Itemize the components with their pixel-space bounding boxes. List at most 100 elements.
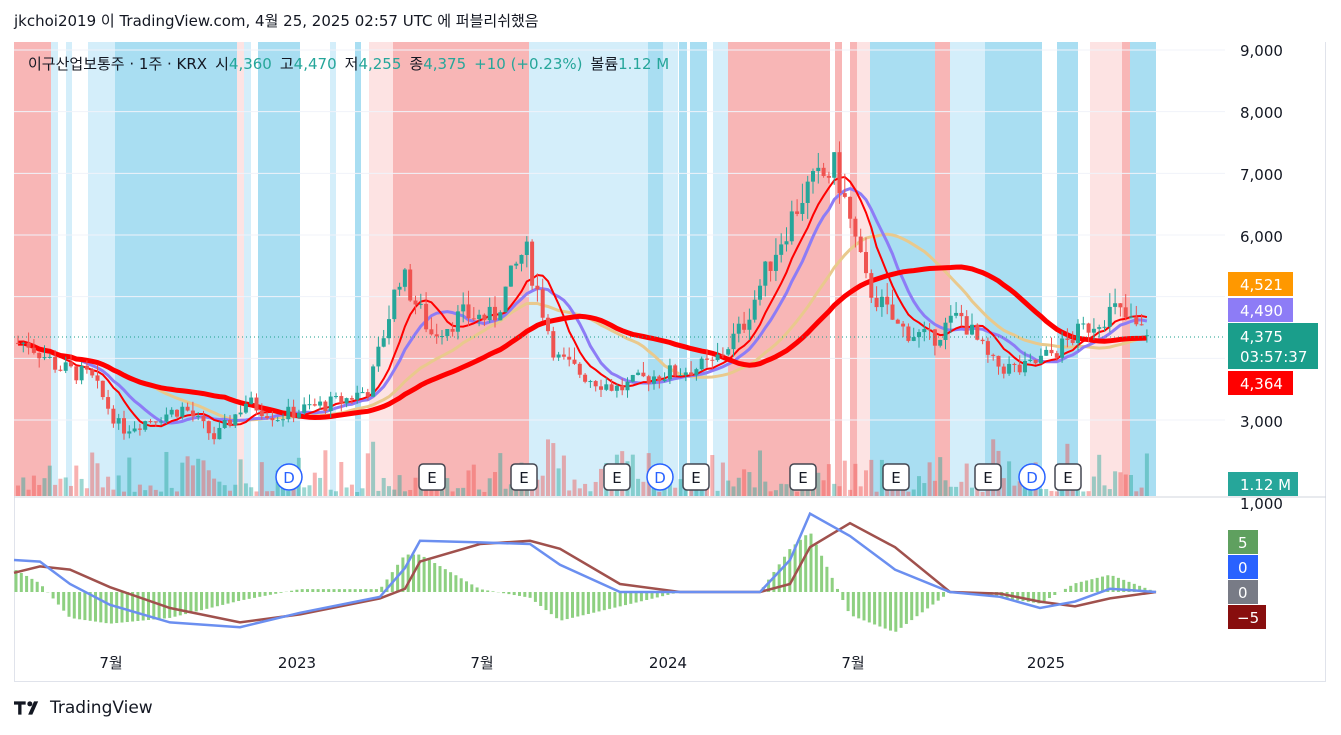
candle-body [84,365,89,370]
volume-bar [784,484,789,496]
candle-body [879,296,884,308]
osc-histogram-bar [904,592,908,624]
event-marker-label: E [612,469,621,487]
dividend-marker-circle [275,463,303,491]
oscillator-pane [13,511,1157,632]
osc-histogram-bar [1116,577,1120,592]
osc-histogram-bar [772,571,776,592]
osc-histogram-bar [1079,581,1083,592]
volume-bar [63,477,68,496]
osc-histogram-bar [194,592,198,612]
candle-body [175,409,179,417]
earnings-marker[interactable]: E [1054,463,1082,491]
candle-body [328,396,333,412]
osc-histogram-bar [316,589,320,592]
candle-body [95,375,100,381]
volume-badge [1228,472,1298,496]
volume-bar [1097,454,1102,496]
volume-bar [1086,491,1091,496]
volume-bar [127,457,132,496]
candle-body [577,363,582,375]
osc-histogram-bar [253,592,256,598]
volume-bar [376,490,381,496]
candle-body [291,406,296,418]
osc-histogram-bar [369,589,373,592]
osc-histogram-bar [178,592,182,616]
earnings-marker[interactable]: E [974,463,1002,491]
osc-histogram-bar [14,570,18,592]
candle-body [471,318,476,320]
osc-badges: 5 0 0 −5 [1228,530,1266,629]
dividend-marker[interactable]: D [1018,463,1046,491]
candle-body [1144,335,1149,337]
ma-mid-line [17,186,1148,425]
volume-bar [455,488,460,496]
ma-red-badge [1228,371,1293,395]
background-band [713,42,728,496]
volume-bar [662,483,667,496]
candle-body [243,403,248,413]
volume-bar [116,475,121,496]
candle-body [652,376,656,384]
volume-bar [970,487,974,496]
osc-histogram-bar [200,592,203,611]
earnings-marker[interactable]: E [882,463,910,491]
volume-bar [169,487,174,496]
osc-histogram-bar [533,592,537,602]
osc-histogram-bar [560,592,564,621]
osc-main-line [13,511,1157,629]
volume-bar [233,484,238,496]
volume-bar [572,479,577,496]
candle-body [196,416,201,418]
candle-body [742,323,747,330]
candle-body [21,342,26,344]
candle-body [895,319,900,324]
osc-histogram-bar [215,592,219,607]
osc-histogram-bar [454,575,458,592]
earnings-marker[interactable]: E [682,463,710,491]
osc-histogram-bar [586,592,590,614]
osc-histogram-bar [401,557,405,592]
tradingview-logo[interactable]: TradingView [14,698,153,718]
volume-bar [153,489,158,496]
volume-bar [445,478,450,496]
candle-body [1060,338,1065,358]
candle-body [551,331,556,358]
osc-histogram-bar [359,589,362,592]
candle-body [588,381,593,383]
volume-bar [514,489,519,496]
candle-body [1038,355,1043,364]
osc-histogram-bar [920,592,924,613]
osc-histogram-bar [576,592,580,617]
time-tick: 7월 [470,654,493,672]
candle-body [864,252,868,274]
osc-histogram-bar [67,592,71,617]
osc-histogram-bar [364,589,368,592]
candle-body [508,265,513,287]
dividend-marker[interactable]: D [646,463,674,491]
osc-histogram-bar [639,592,643,602]
volume-bar [535,479,540,496]
volume-bar [652,487,656,496]
earnings-marker[interactable]: E [603,463,631,491]
volume-bar [1049,490,1054,496]
osc-histogram-bar [247,592,251,599]
dividend-marker[interactable]: D [275,463,303,491]
earnings-marker[interactable]: E [418,463,446,491]
osc-histogram-bar [83,592,87,621]
osc-histogram-bar [1026,592,1030,602]
osc-histogram-bar [857,592,861,619]
earnings-marker[interactable]: E [510,463,538,491]
legend-low: 4,255 [358,55,401,73]
osc-histogram-bar [592,592,596,613]
last-price-value: 4,375 [1240,328,1283,346]
candle-body [620,385,625,391]
candle-body [853,218,858,237]
earnings-marker[interactable]: E [789,463,817,491]
time-axis: 7월 2023 7월 2024 7월 2025 [99,654,1065,672]
volume-value: 1.12 M [1240,476,1291,494]
candle-body [143,421,148,430]
osc-histogram-bar [62,592,66,611]
candle-body [79,365,84,381]
